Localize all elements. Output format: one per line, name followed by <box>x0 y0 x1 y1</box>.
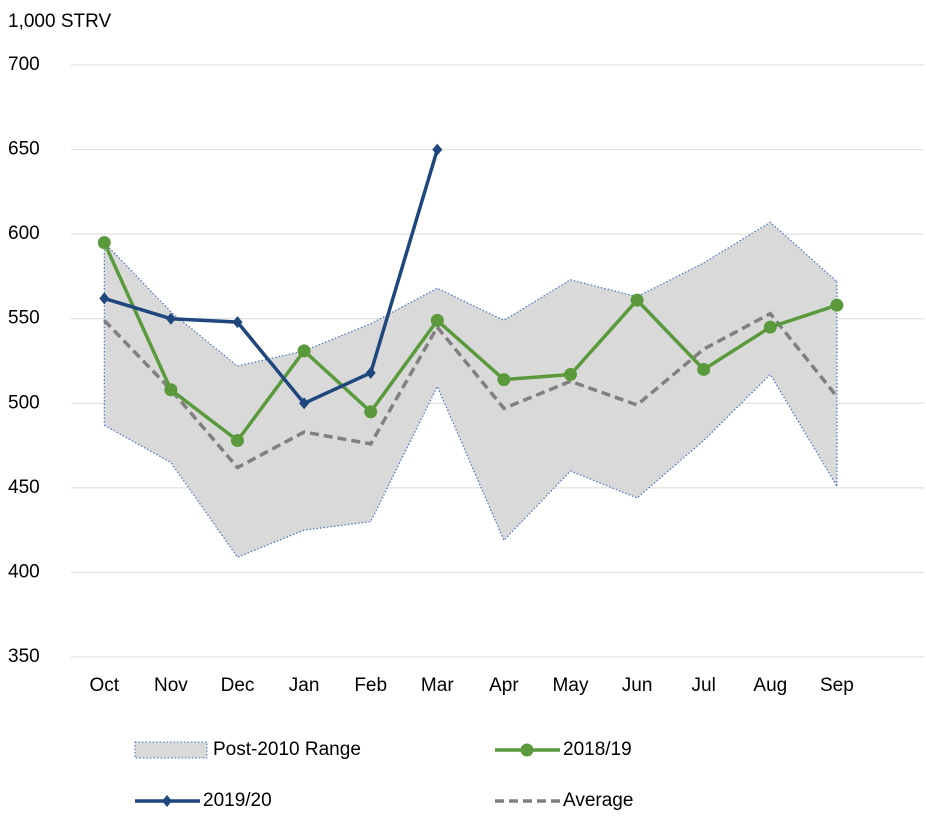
point <box>432 143 443 156</box>
point <box>99 292 110 305</box>
x-tick-label: Jul <box>692 675 716 696</box>
legend: Post-2010 Range 2018/19 2019/20 Average <box>134 739 633 811</box>
y-tick-label: 500 <box>8 392 40 413</box>
x-tick-label: Feb <box>354 675 387 696</box>
series-line <box>102 241 838 443</box>
point <box>430 313 444 327</box>
point <box>231 433 244 447</box>
y-tick-label: 600 <box>8 223 40 244</box>
point <box>165 312 176 325</box>
legend-marker <box>162 795 172 807</box>
x-tick-label: May <box>553 675 589 696</box>
x-tick-label: Sep <box>820 675 854 696</box>
series-line <box>103 149 439 406</box>
y-tick-label: 650 <box>8 139 40 160</box>
legend-label: 2019/20 <box>203 790 272 811</box>
x-tick-label: Apr <box>489 675 519 696</box>
point <box>630 293 644 307</box>
range-border <box>103 221 838 367</box>
legend-marker <box>520 743 534 757</box>
range-area <box>104 222 837 558</box>
point <box>830 298 844 312</box>
point <box>232 316 243 329</box>
legend-label: Post-2010 Range <box>213 739 361 760</box>
range-border <box>104 373 838 558</box>
point <box>365 366 376 379</box>
x-tick-label: Nov <box>154 675 188 696</box>
y-axis-unit: 1,000 STRV <box>8 11 111 32</box>
x-tick-label: Oct <box>90 675 120 696</box>
x-tick-label: Jan <box>289 675 320 696</box>
y-tick-label: 350 <box>8 646 40 667</box>
point <box>364 405 378 419</box>
legend-label: Average <box>563 790 633 811</box>
x-tick-label: Jun <box>622 675 653 696</box>
point <box>697 362 711 376</box>
y-tick-label: 550 <box>8 308 40 329</box>
point <box>564 368 577 382</box>
point <box>497 373 511 387</box>
point <box>164 383 178 397</box>
x-tick-label: Aug <box>753 675 787 696</box>
y-tick-label: 450 <box>8 477 40 498</box>
point <box>299 397 310 410</box>
y-tick-label: 400 <box>8 561 40 582</box>
point <box>297 344 311 358</box>
legend-label: 2018/19 <box>563 739 632 760</box>
point <box>763 320 777 334</box>
point <box>97 236 111 250</box>
x-tick-label: Mar <box>421 675 454 696</box>
x-tick-label: Dec <box>221 675 255 696</box>
y-tick-label: 700 <box>8 54 40 75</box>
legend-swatch <box>134 741 208 759</box>
